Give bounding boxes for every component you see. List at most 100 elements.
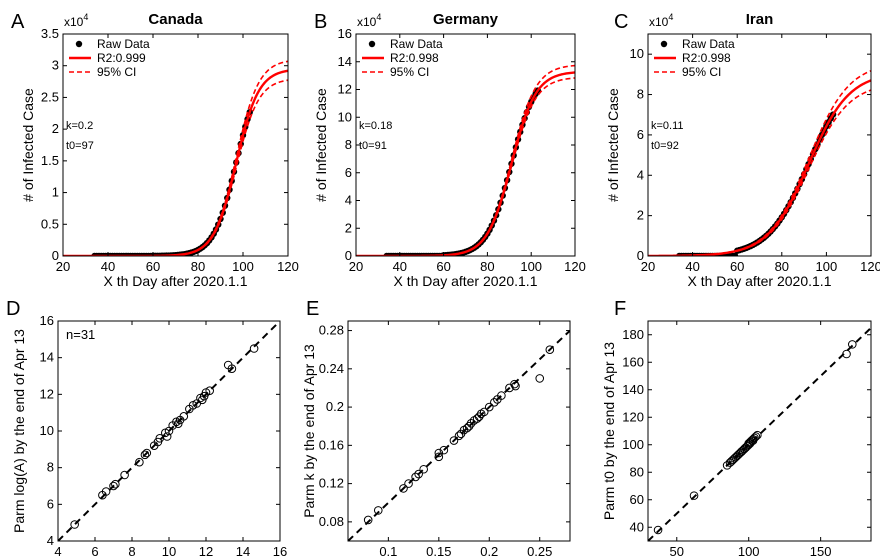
y-tick-label: 6: [47, 496, 54, 511]
y-tick-label: 4: [345, 193, 352, 208]
x-tick-label: 120: [277, 259, 299, 274]
axes-box: [647, 33, 872, 257]
x-tick-label: 20: [56, 259, 70, 274]
scatter-point: [740, 444, 749, 454]
note-n: n=31: [66, 327, 95, 342]
y-tick-label: 4: [47, 533, 54, 548]
scatter-point: [728, 455, 738, 465]
y-tick-label: 4: [637, 167, 644, 182]
x-tick-label: 20: [641, 259, 655, 274]
x-tick-label: 0.2: [480, 544, 498, 558]
y-tick-label: 8: [47, 460, 54, 475]
x-tick-label: 80: [775, 259, 789, 274]
y-multiplier-exp: 4: [376, 12, 381, 22]
y-multiplier-base: x10: [64, 15, 84, 29]
y-tick-label: 3: [52, 58, 59, 73]
scatter-point: [511, 381, 520, 391]
legend-raw-marker: [368, 40, 376, 48]
y-tick-label: 120: [622, 409, 644, 424]
panel-letter: D: [6, 298, 20, 320]
panel-title: Iran: [746, 11, 774, 28]
scatter-point: [434, 448, 444, 458]
scatter-point: [120, 470, 129, 480]
panel-c: C 20 40 60 80 100 120 0 2 4 6 8 10 X th Day after 202…: [605, 11, 880, 289]
scatter-point: [414, 469, 423, 479]
scatter-point: [847, 340, 857, 349]
y-axis-label: # of Infected Case: [605, 88, 621, 202]
axes-box: [647, 320, 872, 542]
axes-box: [355, 33, 576, 257]
scatter-point: [545, 345, 555, 354]
y-axis-label: # of Infected Case: [313, 88, 329, 202]
y-tick-label: 12: [40, 386, 54, 401]
x-tick-label: 60: [146, 259, 160, 274]
x-tick-label: 0.1: [379, 544, 397, 558]
y-tick-label: 8: [637, 87, 644, 102]
x-tick-label: 14: [236, 544, 250, 558]
x-tick-label: 100: [738, 544, 760, 558]
scatter-point: [109, 481, 118, 491]
x-tick-label: 12: [199, 544, 213, 558]
y-multiplier-exp: 4: [668, 12, 673, 22]
y-tick-label: 14: [338, 54, 352, 69]
panel-e: E 0.1 0.15 0.2 0.25 0.08 0.12 0.16 0.2 0.24 0.28Pa…: [301, 298, 571, 558]
legend-fit-label: R2:0.998: [682, 51, 731, 65]
scatter-point: [140, 450, 150, 460]
y-tick-label: 0.2: [326, 399, 344, 414]
scatter-point: [464, 421, 474, 431]
scatter-point: [162, 432, 172, 441]
note-t0: t0=91: [359, 140, 387, 152]
x-tick-label: 100: [816, 259, 838, 274]
x-tick-label: 8: [128, 544, 135, 558]
scatter-point: [205, 386, 214, 395]
x-tick-label: 120: [860, 259, 880, 274]
scatter-point: [373, 506, 383, 515]
y-multiplier-base: x10: [649, 15, 669, 29]
y-axis-label: Parm t0 by the end of Apr 13: [601, 342, 617, 520]
note-t0: t0=92: [651, 140, 679, 152]
scatter-point: [454, 431, 464, 441]
scatter-point: [249, 344, 259, 353]
scatter-point: [439, 445, 449, 455]
scatter-point: [510, 379, 519, 389]
y-tick-label: 16: [40, 313, 54, 328]
x-tick-label: 150: [810, 544, 832, 558]
legend-fit-label: R2:0.999: [97, 51, 146, 65]
x-tick-label: 120: [564, 259, 586, 274]
x-axis-label: X th Day after 2020.1.1: [688, 273, 832, 289]
panel-title: Canada: [148, 11, 203, 28]
ci-upper-line: [648, 70, 871, 256]
x-axis-label: X th Day after 2020.1.1: [394, 273, 538, 289]
scatter-point: [70, 520, 79, 529]
ci-lower-line: [63, 79, 288, 256]
legend-fit-label: R2:0.998: [390, 51, 439, 65]
scatter-point: [198, 395, 207, 405]
scatter-point: [484, 402, 494, 412]
y-tick-label: 0.08: [319, 514, 344, 529]
scatter-point: [842, 349, 851, 359]
panel-letter: F: [614, 298, 626, 320]
x-tick-label: 40: [685, 259, 699, 274]
x-tick-label: 40: [393, 259, 407, 274]
x-tick-label: 4: [54, 544, 61, 558]
y-tick-label: 0.16: [319, 437, 344, 452]
y-tick-label: 12: [338, 82, 352, 97]
note-k: k=0.11: [651, 120, 684, 132]
y-tick-label: 1: [52, 185, 59, 200]
fit-line: [63, 69, 288, 256]
y-tick-label: 2.5: [41, 89, 59, 104]
x-tick-label: 6: [91, 544, 98, 558]
scatter-point: [173, 419, 183, 428]
x-tick-label: 40: [101, 259, 115, 274]
note-k: k=0.18: [359, 120, 392, 132]
scatter-point: [474, 412, 484, 421]
ci-lower-line: [648, 89, 871, 256]
scatter-point: [411, 472, 420, 482]
y-tick-label: 140: [622, 382, 644, 397]
scatter-point: [653, 525, 663, 535]
scatter-point: [227, 364, 237, 373]
panel-letter: B: [314, 11, 327, 33]
panel-a: A 20 40 60 80 100 120 0 0.5 1 1.5 2 2.5 3 3.5 X th Day …: [11, 11, 299, 289]
legend-raw-marker: [660, 40, 668, 48]
y-multiplier-base: x10: [357, 15, 377, 29]
